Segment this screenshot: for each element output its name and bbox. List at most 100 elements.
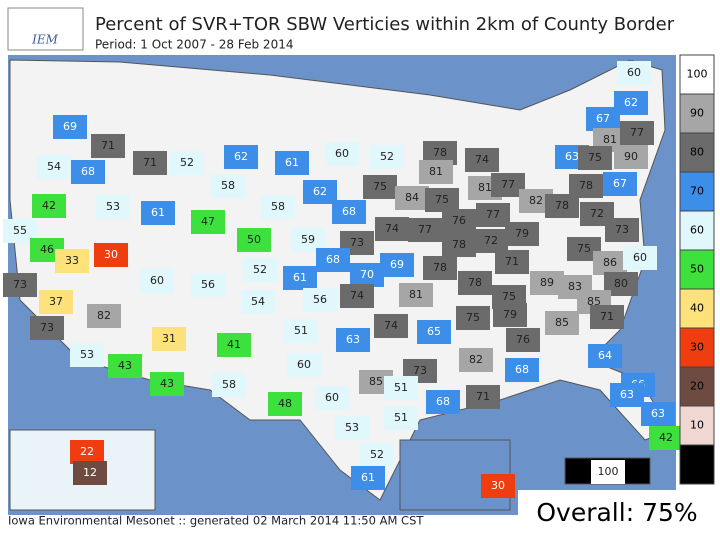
region — [380, 253, 414, 277]
region — [360, 443, 394, 467]
region — [459, 348, 493, 372]
region-label: 72 — [484, 234, 498, 247]
region-label: 100 — [598, 465, 619, 478]
region — [211, 174, 245, 198]
region-label: 75 — [435, 193, 449, 206]
region-label: 86 — [603, 256, 617, 269]
colorbar-label: 100 — [687, 68, 708, 81]
region — [315, 386, 349, 410]
region-label: 68 — [326, 253, 340, 266]
region — [456, 306, 490, 330]
colorbar-segment — [679, 210, 715, 251]
region-label: 67 — [596, 112, 610, 125]
region — [458, 271, 492, 295]
region-label: 47 — [201, 215, 215, 228]
region-label: 78 — [452, 238, 466, 251]
region — [73, 461, 107, 485]
region — [593, 251, 627, 275]
region — [212, 373, 246, 397]
region — [351, 466, 385, 490]
colorbar-label: 90 — [690, 107, 704, 120]
colorbar-segment — [679, 93, 715, 134]
region-label: 51 — [394, 411, 408, 424]
region — [316, 248, 350, 272]
region — [623, 246, 657, 270]
region-label: 68 — [436, 395, 450, 408]
region — [423, 256, 457, 280]
region-label: 77 — [630, 126, 644, 139]
region — [384, 376, 418, 400]
region — [70, 440, 104, 464]
region-label: 12 — [83, 466, 97, 479]
region-label: 68 — [515, 363, 529, 376]
region-label: 33 — [65, 254, 79, 267]
region-label: 83 — [568, 280, 582, 293]
region-label: 61 — [285, 156, 299, 169]
region-label: 82 — [529, 194, 543, 207]
region-label: 62 — [624, 96, 638, 109]
region — [476, 203, 510, 227]
region-label: 77 — [418, 223, 432, 236]
region-label: 48 — [278, 397, 292, 410]
region-label: 62 — [234, 150, 248, 163]
region — [617, 61, 651, 85]
region-label: 52 — [180, 156, 194, 169]
colorbar-label: 0 — [694, 458, 701, 471]
region — [87, 304, 121, 328]
region-label: 60 — [633, 251, 647, 264]
region-label: 75 — [466, 311, 480, 324]
region-label: 69 — [390, 258, 404, 271]
region — [335, 416, 369, 440]
region — [150, 372, 184, 396]
region-label: 82 — [97, 309, 111, 322]
region-label: 53 — [80, 348, 94, 361]
region — [588, 344, 622, 368]
region-label: 71 — [505, 255, 519, 268]
region — [374, 314, 408, 338]
region — [94, 243, 128, 267]
region — [481, 474, 515, 498]
region-label: 85 — [587, 295, 601, 308]
region-label: 74 — [384, 319, 398, 332]
region — [363, 175, 397, 199]
region-label: 75 — [577, 242, 591, 255]
region — [425, 188, 459, 212]
region-label: 79 — [515, 227, 529, 240]
region — [350, 263, 384, 287]
region-label: 51 — [394, 381, 408, 394]
region — [55, 249, 89, 273]
region-label: 69 — [63, 120, 77, 133]
region — [96, 195, 130, 219]
region-label: 50 — [247, 233, 261, 246]
region — [287, 353, 321, 377]
region-label: 82 — [469, 353, 483, 366]
region-label: 61 — [293, 271, 307, 284]
region — [340, 284, 374, 308]
region-label: 72 — [590, 207, 604, 220]
region — [140, 269, 174, 293]
title: Percent of SVR+TOR SBW Verticies within … — [95, 14, 675, 35]
region-label: 78 — [555, 199, 569, 212]
region-label: 60 — [297, 358, 311, 371]
region-label: 60 — [335, 147, 349, 160]
region-label: 30 — [104, 248, 118, 261]
region-label: 60 — [325, 391, 339, 404]
region — [505, 222, 539, 246]
region-label: 56 — [313, 293, 327, 306]
region-label: 51 — [294, 324, 308, 337]
region — [417, 320, 451, 344]
region-label: 73 — [350, 236, 364, 249]
region-label: 56 — [201, 278, 215, 291]
region-labels: 60 62 67 81 77 69 71 71 52 62 61 60 52 78 74 63 75 90 54 68… — [3, 61, 683, 498]
region — [191, 273, 225, 297]
region-label: 71 — [143, 156, 157, 169]
region — [375, 217, 409, 241]
region — [506, 328, 540, 352]
region-label: 63 — [620, 388, 634, 401]
region-label: 80 — [614, 277, 628, 290]
region-label: 43 — [118, 359, 132, 372]
region — [241, 290, 275, 314]
region-label: 73 — [615, 223, 629, 236]
region — [275, 151, 309, 175]
region-label: 81 — [603, 133, 617, 146]
